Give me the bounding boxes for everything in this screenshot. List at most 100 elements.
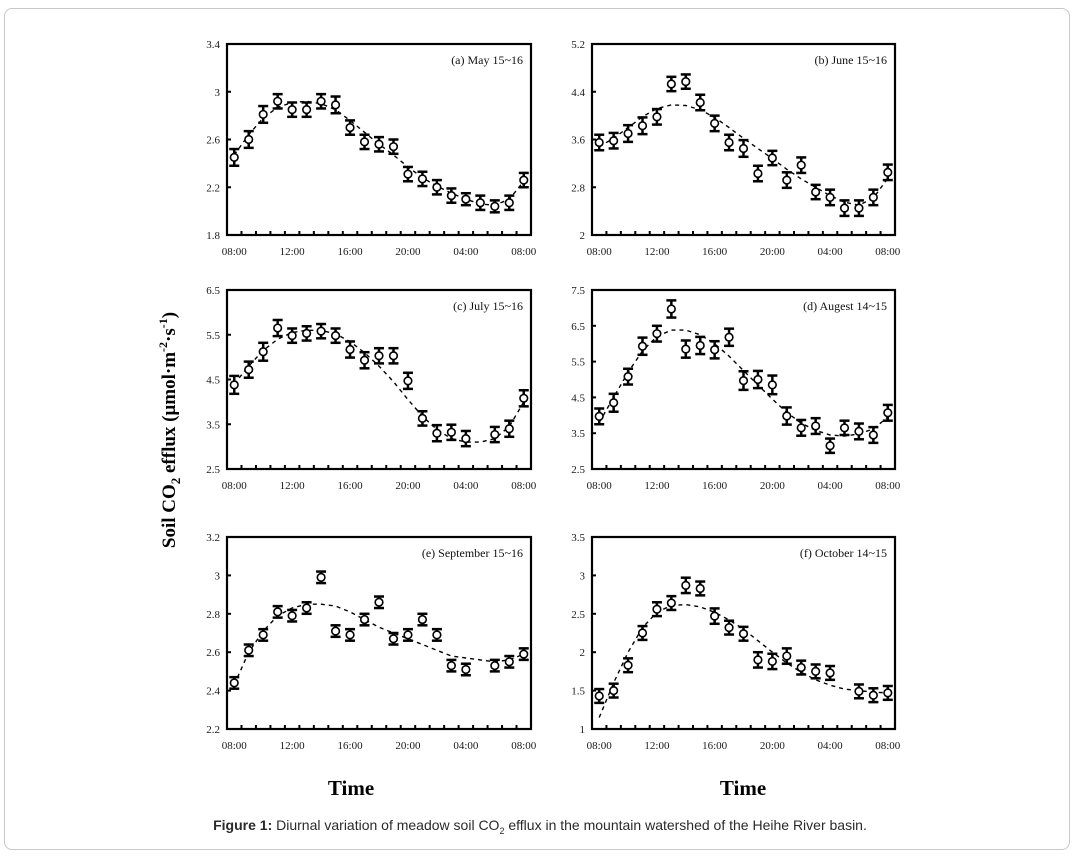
- marker-circle: [609, 685, 619, 696]
- marker-circle: [302, 603, 312, 613]
- data-point: [724, 133, 735, 152]
- data-point: [594, 133, 605, 152]
- figure-caption: Figure 1: Diurnal variation of meadow so…: [0, 817, 1080, 836]
- data-point: [258, 627, 269, 642]
- marker-circle: [446, 191, 456, 201]
- marker-circle: [681, 344, 691, 354]
- panel-title: (b) June 15~16: [815, 53, 887, 67]
- x-tick-label: 08:00: [222, 246, 248, 258]
- data-point: [781, 406, 792, 426]
- panel-title: (d) Augest 14~15: [803, 299, 887, 313]
- data-point: [345, 340, 356, 359]
- x-tick-label: 16:00: [338, 246, 364, 258]
- marker-circle: [417, 174, 428, 184]
- y-tick-label: 3.5: [206, 419, 220, 431]
- data-point: [637, 336, 648, 357]
- x-tick-label: 20:00: [760, 246, 786, 258]
- x-tick-label: 08:00: [875, 246, 901, 258]
- marker-circle: [710, 611, 720, 621]
- x-tick-label: 08:00: [875, 480, 901, 492]
- data-point: [460, 191, 471, 207]
- x-tick-label: 04:00: [818, 480, 844, 492]
- marker-circle: [287, 331, 297, 341]
- x-tick-label: 04:00: [818, 246, 844, 258]
- marker-circle: [652, 329, 662, 339]
- data-point: [359, 612, 370, 627]
- x-tick-label: 20:00: [395, 480, 421, 492]
- data-point: [489, 658, 500, 673]
- figure-frame: [4, 8, 1070, 850]
- marker-circle: [273, 323, 283, 333]
- marker-circle: [724, 332, 734, 342]
- y-tick-label: 2: [580, 230, 586, 242]
- data-point: [330, 624, 341, 639]
- plot-area-border: [225, 288, 533, 471]
- y-tick-label: 6.5: [571, 321, 585, 333]
- x-tick-label: 20:00: [395, 246, 421, 258]
- marker-circle: [432, 630, 442, 640]
- x-tick-label: 08:00: [587, 480, 613, 492]
- panels: 1.8 2.2 2.6 3 3.4 08:00 12:00 16:00 20:00 04:00 08…: [206, 39, 901, 752]
- marker-circle: [374, 597, 384, 607]
- data-point: [359, 350, 370, 370]
- data-point: [272, 92, 283, 110]
- x-tick-label: 20:00: [395, 740, 421, 752]
- data-point: [752, 164, 763, 183]
- y-tick-label: 3: [580, 570, 586, 582]
- data-point: [623, 123, 634, 144]
- data-point: [475, 194, 486, 212]
- marker-circle: [782, 411, 792, 421]
- y-tick-label: 2.6: [206, 647, 220, 659]
- data-point: [417, 612, 428, 627]
- marker-circle: [359, 355, 370, 365]
- data-point: [781, 171, 792, 190]
- data-point: [810, 183, 821, 201]
- y-tick-label: 3: [215, 570, 221, 582]
- x-tick-label: 04:00: [453, 480, 479, 492]
- marker-circle: [229, 152, 239, 163]
- data-point: [882, 684, 893, 702]
- data-point: [752, 650, 763, 669]
- chart-panel-2: 2 2.8 3.6 4.4 5.2 08:00 12:00 16:00 20:00 04:00 08…: [571, 39, 901, 258]
- x-tick-label: 12:00: [280, 246, 306, 258]
- y-tick-label: 2.6: [206, 135, 220, 147]
- marker-circle: [868, 430, 878, 440]
- y-tick-label: 2.8: [206, 609, 220, 621]
- data-point: [229, 675, 240, 690]
- data-point: [504, 654, 515, 669]
- data-point: [608, 131, 619, 150]
- data-point: [767, 149, 778, 167]
- data-point: [709, 607, 720, 626]
- plot-area-border: [225, 535, 533, 731]
- marker-circle: [724, 623, 734, 633]
- data-point: [229, 147, 240, 168]
- marker-circle: [504, 657, 514, 667]
- data-point: [637, 116, 648, 136]
- data-point: [810, 416, 821, 436]
- data-point: [316, 322, 327, 340]
- data-point: [345, 119, 356, 136]
- marker-circle: [796, 662, 806, 673]
- marker-circle: [666, 598, 676, 608]
- data-point: [518, 171, 529, 189]
- y-tick-label: 3.4: [206, 39, 220, 51]
- data-point: [825, 664, 836, 682]
- marker-circle: [374, 351, 384, 361]
- data-point: [594, 687, 605, 705]
- marker-circle: [258, 347, 268, 357]
- data-point: [608, 682, 619, 699]
- data-point: [738, 370, 749, 392]
- x-tick-label: 08:00: [587, 246, 613, 258]
- data-point: [853, 683, 864, 700]
- data-point: [316, 570, 327, 585]
- data-point: [388, 631, 399, 646]
- data-point: [738, 138, 749, 159]
- marker-circle: [490, 201, 500, 211]
- marker-circle: [388, 142, 399, 152]
- data-point: [767, 374, 778, 396]
- marker-circle: [316, 326, 326, 336]
- x-tick-label: 08:00: [511, 246, 537, 258]
- y-axis-title-end: ): [159, 312, 180, 318]
- data-point: [623, 367, 634, 386]
- y-tick-label: 2.5: [206, 464, 220, 476]
